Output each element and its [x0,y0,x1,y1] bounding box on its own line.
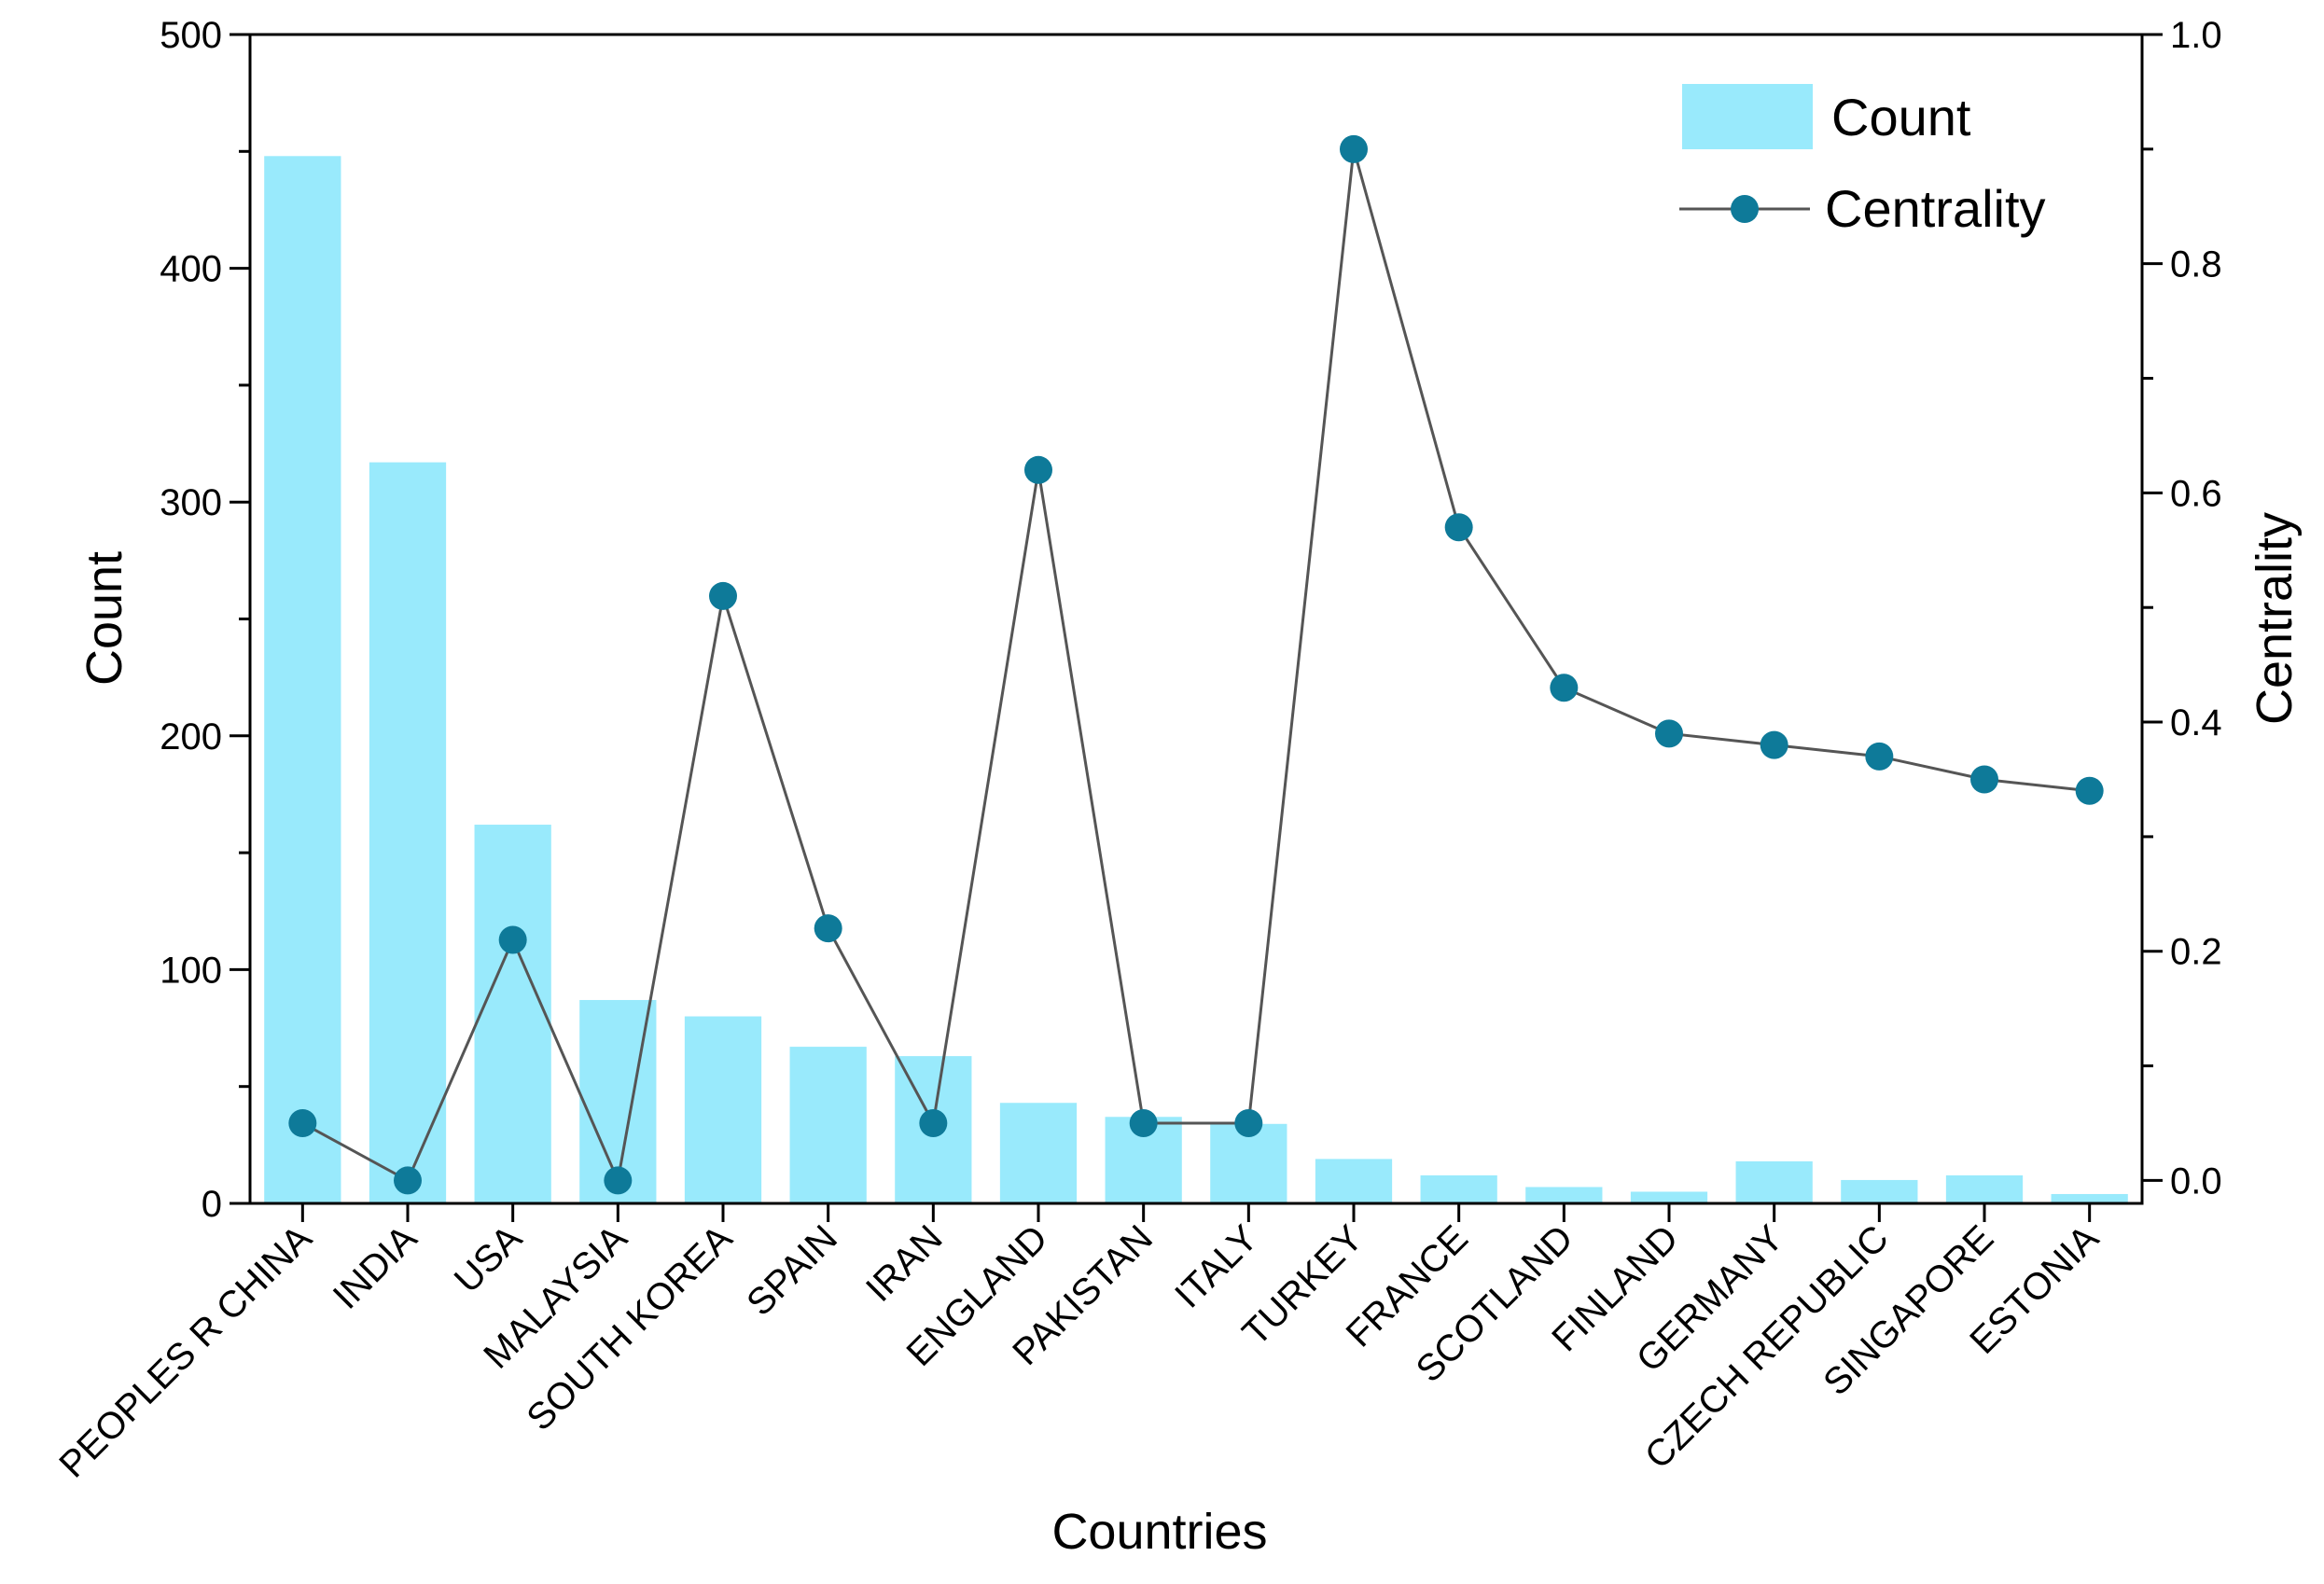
left-tick-label-0: 0 [202,1184,222,1225]
bar-1 [369,462,447,1203]
right-tick-label-3: 0.6 [2170,473,2222,514]
centrality-point-11 [1444,513,1473,542]
bar-2 [474,825,551,1203]
bars-layer [264,156,2128,1203]
bar-0 [264,156,341,1203]
centrality-point-1 [394,1166,422,1195]
bar-4 [684,1016,762,1203]
centrality-point-14 [1760,730,1788,759]
left-axis: 0 100 200 300 400 500 [160,15,250,1225]
left-axis-title: Count [77,551,132,686]
centrality-point-17 [2075,776,2104,805]
bar-11 [1420,1174,1497,1203]
centrality-point-16 [1970,765,1998,794]
legend-centrality-label: Centrality [1825,179,2046,238]
centrality-point-12 [1550,674,1579,702]
bar-17 [2051,1193,2128,1203]
bar-5 [789,1047,867,1203]
x-category-label-2: USA [447,1217,530,1300]
left-tick-label-1: 100 [160,950,222,991]
right-tick-label-5: 1.0 [2170,15,2222,56]
x-category-label-6: IRAN [858,1217,951,1310]
x-category-label-5: SPAIN [739,1217,845,1324]
centrality-point-8 [1129,1109,1158,1138]
centrality-line [301,148,2090,1186]
bar-10 [1315,1159,1393,1203]
centrality-point-6 [919,1109,948,1138]
right-tick-label-2: 0.4 [2170,702,2222,743]
centrality-point-15 [1865,742,1894,771]
x-category-label-1: INDIA [326,1217,425,1317]
left-tick-label-4: 400 [160,249,222,290]
right-tick-label-4: 0.8 [2170,244,2222,285]
centrality-point-3 [604,1166,633,1195]
centrality-point-7 [1024,455,1052,484]
bar-15 [1841,1179,1918,1203]
x-category-label-9: ITALY [1167,1217,1266,1316]
centrality-point-10 [1340,134,1368,163]
bar-14 [1735,1160,1813,1203]
bar-7 [999,1103,1078,1203]
bar-12 [1525,1187,1603,1203]
bar-13 [1630,1191,1708,1203]
legend-centrality-marker [1731,195,1759,223]
bar-16 [1945,1174,2024,1203]
line-layer [288,134,2104,1195]
legend-count-label: Count [1831,88,1971,146]
right-tick-label-1: 0.2 [2170,932,2222,973]
legend-count-swatch [1682,84,1813,149]
x-category-label-0: PEOPLES R CHINA [51,1217,320,1486]
legend: Count Centrality [1679,84,2046,238]
centrality-point-9 [1234,1109,1263,1138]
right-axis-title: Centrality [2247,512,2303,725]
centrality-point-4 [709,581,737,610]
left-tick-label-3: 300 [160,482,222,523]
centrality-point-0 [288,1109,317,1138]
centrality-point-13 [1655,719,1683,748]
left-tick-label-5: 500 [160,15,222,56]
right-tick-label-0: 0.0 [2170,1160,2222,1202]
left-tick-label-2: 200 [160,716,222,757]
centrality-point-5 [814,914,842,943]
x-axis-title: Countries [1051,1504,1267,1560]
centrality-point-2 [498,925,527,954]
right-axis: 0.0 0.2 0.4 0.6 0.8 1.0 [2142,15,2222,1202]
